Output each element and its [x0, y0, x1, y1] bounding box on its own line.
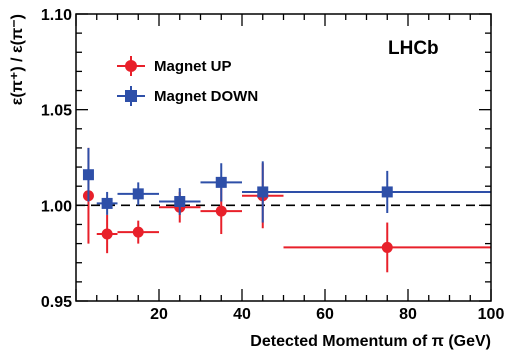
experiment-label: LHCb [388, 38, 439, 59]
x-tick-label: 80 [399, 306, 417, 323]
x-tick-label: 20 [150, 306, 168, 323]
y-tick-label: 1.05 [41, 103, 72, 120]
x-tick-label: 60 [316, 306, 334, 323]
data-point [101, 228, 113, 240]
data-point [132, 188, 144, 200]
legend-marker [125, 60, 137, 72]
data-point [174, 196, 186, 208]
data-point [381, 241, 393, 253]
data-point [215, 176, 227, 188]
y-tick-label: 1.10 [41, 7, 72, 24]
x-axis-title: Detected Momentum of π (GeV) [250, 333, 491, 350]
x-tick-label: 40 [233, 306, 251, 323]
data-point [257, 186, 269, 198]
series-magnet-down [82, 147, 491, 223]
y-tick-label: 0.95 [41, 294, 72, 311]
data-point [82, 169, 94, 181]
data-point [215, 205, 227, 217]
y-tick-label: 1.00 [41, 198, 72, 215]
legend: Magnet UP Magnet DOWN [117, 56, 258, 106]
data-layer [76, 147, 491, 273]
legend-label: Magnet DOWN [154, 88, 258, 105]
series-magnet-up [82, 147, 491, 273]
ticks-layer: 20 40 60 80 100 0.95 1.00 1.05 1.10 [41, 7, 505, 323]
y-axis-title: ε(π⁺) / ε(π⁻) [9, 14, 26, 105]
x-tick-label: 100 [478, 306, 505, 323]
legend-item: Magnet DOWN [117, 86, 258, 106]
legend-item: Magnet UP [117, 56, 232, 76]
data-point [132, 226, 144, 238]
data-point [101, 197, 113, 209]
data-point [381, 186, 393, 198]
legend-marker [125, 90, 137, 102]
legend-label: Magnet UP [154, 58, 232, 75]
